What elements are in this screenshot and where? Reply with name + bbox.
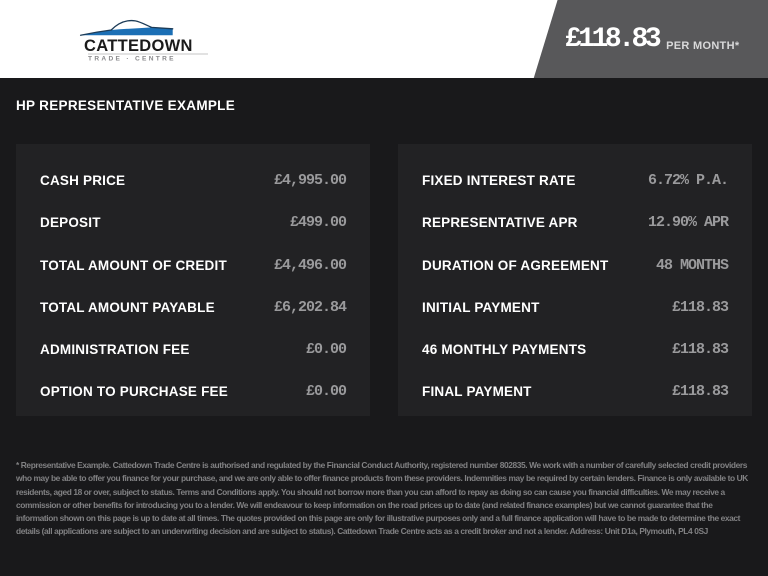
svg-text:TRADE · CENTRE: TRADE · CENTRE [88,56,176,63]
svg-text:CATTEDOWN: CATTEDOWN [84,37,193,55]
